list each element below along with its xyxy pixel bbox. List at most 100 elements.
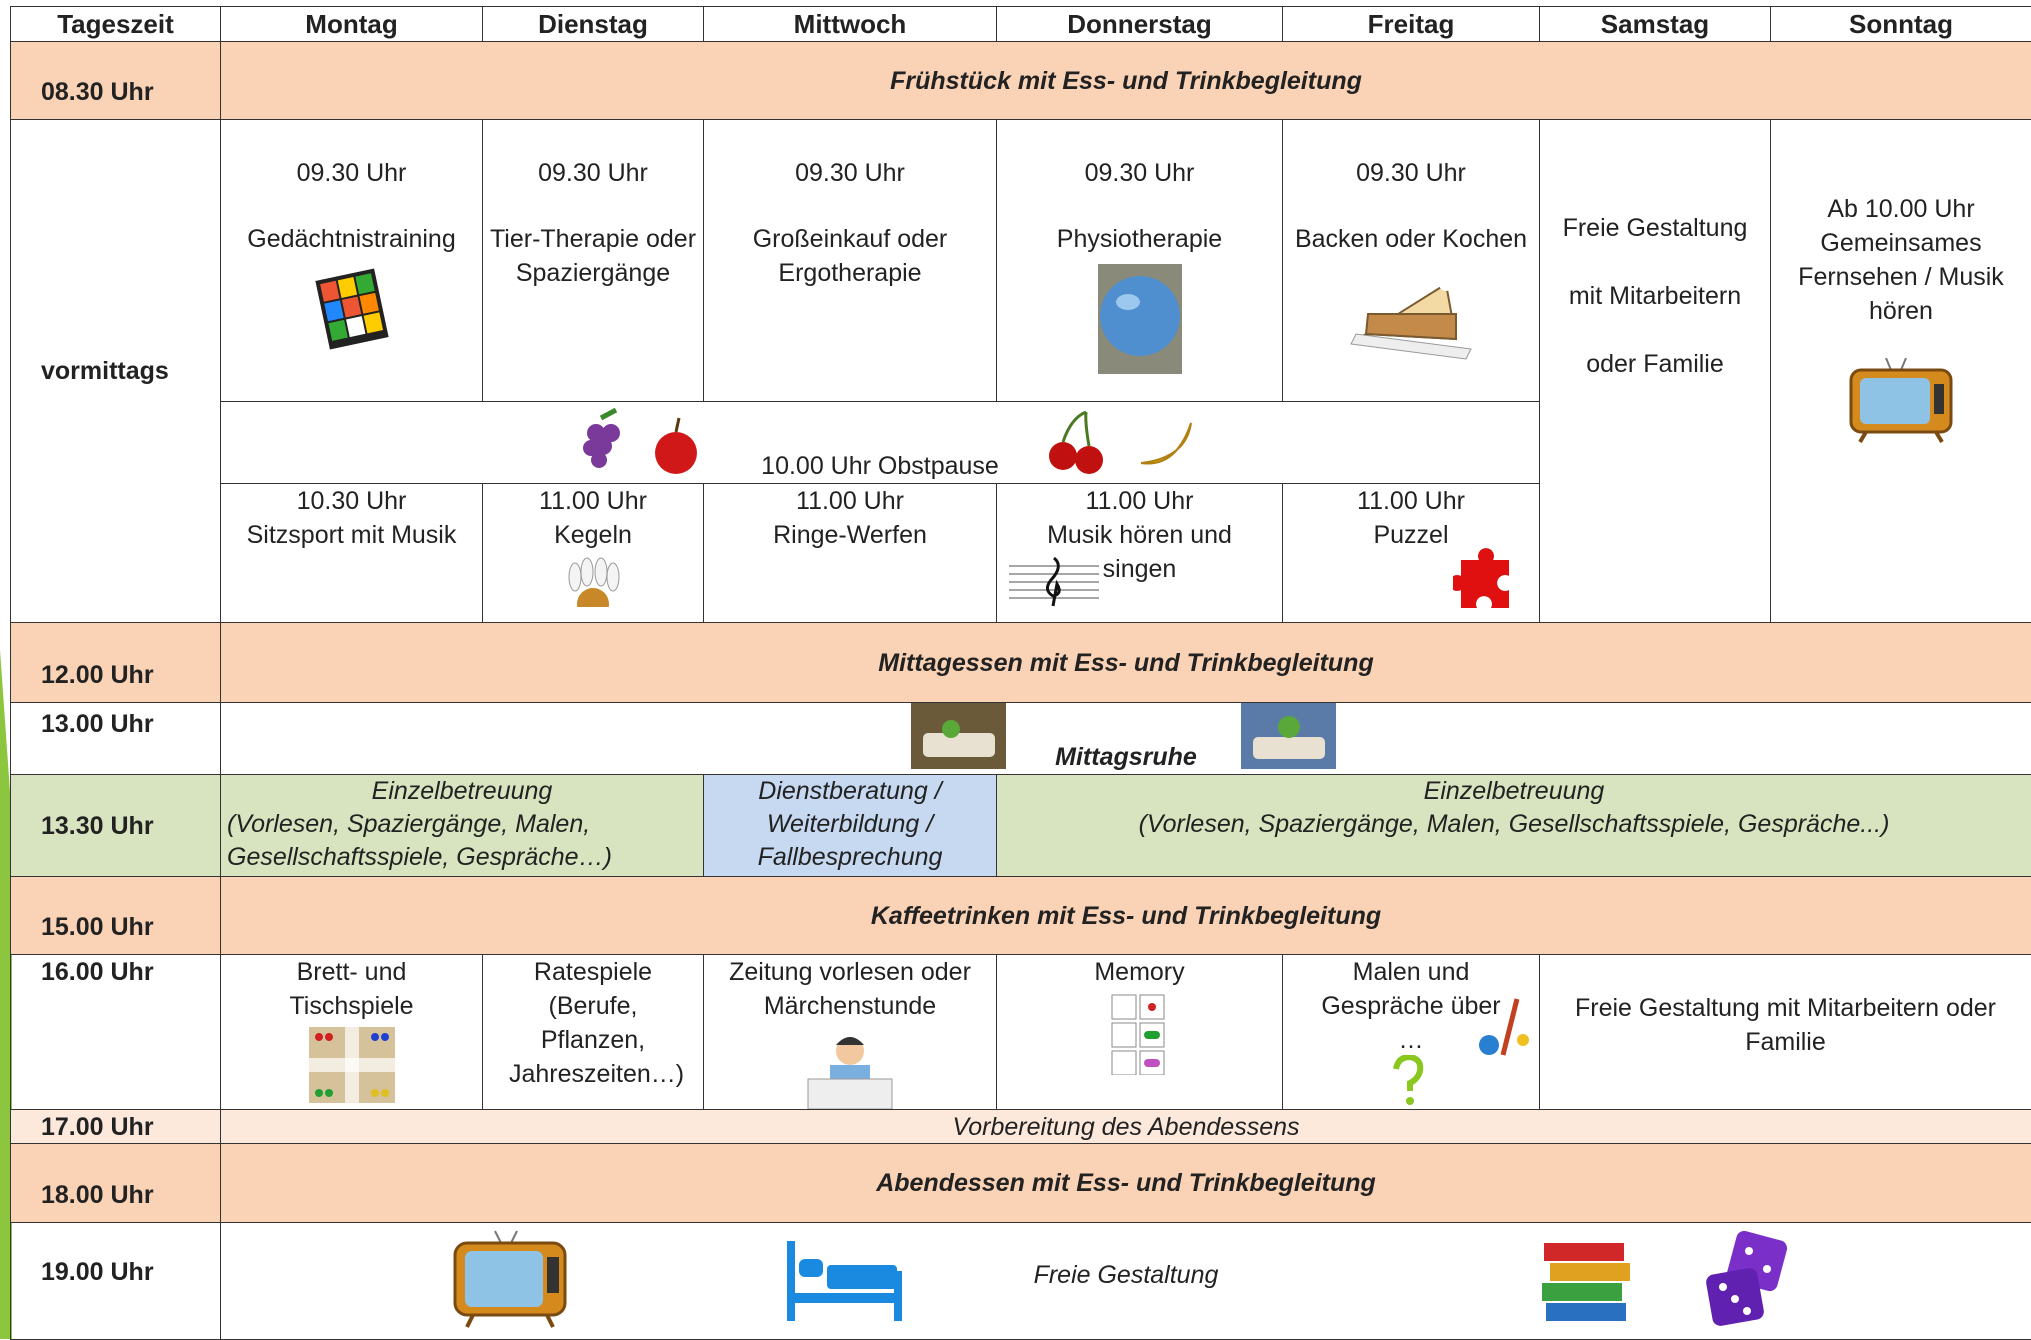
meal: Abendessen mit Ess- und Trinkbegleitung [221,1144,2031,1223]
col-header: Freitag [1283,7,1540,42]
puzzle-icon [1453,542,1523,614]
time: 09.30 Uhr [1003,156,1276,190]
boardgame-icon [309,1027,395,1103]
activity-detail: (Vorlesen, Spaziergänge, Malen, Gesellsc… [1003,808,2025,841]
col-header: Montag [221,7,483,42]
time: 09.30 Uhr [227,156,476,190]
memory-icon [1110,993,1170,1075]
dice-icon [1701,1231,1796,1331]
care-cell: Einzelbetreuung(Vorlesen, Spaziergänge, … [221,775,704,877]
activity: Zeitung vorlesen oder Märchenstunde [710,955,990,1023]
time: 16.00 Uhr [11,955,221,1110]
fruit-break: 10.00 Uhr Obstpause [221,402,1540,484]
activity-detail: (Vorlesen, Spaziergänge, Malen, Gesellsc… [227,808,697,874]
cake-icon [1346,264,1476,364]
time: vormittags [11,120,221,623]
activity: Ringe-Werfen [710,518,990,552]
time: 12.00 Uhr [11,623,221,703]
music-icon [1009,554,1099,609]
time: 19.00 Uhr [11,1223,221,1340]
evening-cell: Freie Gestaltung [221,1223,2031,1340]
activity: Freie Gestaltung [1034,1261,1219,1289]
activity: Vorbereitung des Abendessens [221,1110,2031,1144]
activity: Kegeln [489,518,697,552]
activity: Tier-Therapie oder Spaziergänge [489,222,697,290]
activity: Freie Gestaltung mit Mitarbeitern oder F… [1546,991,2025,1059]
time: 17.00 Uhr [11,1110,221,1144]
activity-cell: Zeitung vorlesen oder Märchenstunde [704,955,997,1110]
meal: Frühstück mit Ess- und Trinkbegleitung [221,42,2031,120]
bowling-icon [553,552,633,607]
activity-cell: Ratespiele (Berufe, Pflanzen, Jahreszeit… [483,955,704,1110]
question-icon [1388,1055,1428,1105]
col-header: Sonntag [1771,7,2031,42]
activity-cell: 09.30 Uhr Gedächtnistraining [221,120,483,402]
bed-icon [787,1241,902,1321]
staff-cell: Dienstberatung / Weiterbildung / Fallbes… [704,775,997,877]
activity: Einzelbetreuung [227,775,697,808]
col-header: Mittwoch [704,7,997,42]
activity-cell: Freie Gestaltung mit Mitarbeitern oder F… [1540,120,1771,623]
tv-icon [1846,358,1956,443]
reader-icon [800,1029,900,1109]
rest-photo [1241,703,1336,769]
activity-cell: Memory [997,955,1283,1110]
time: 09.30 Uhr [489,156,697,190]
header-row: Tageszeit Montag Dienstag Mittwoch Donne… [11,7,2031,42]
activity: Physiotherapie [1003,222,1276,256]
activity: Freie Gestaltung mit Mitarbeitern oder F… [1546,194,1764,398]
activity: Ratespiele (Berufe, Pflanzen, Jahreszeit… [489,955,697,1091]
activity-cell: 09.30 Uhr Physiotherapie [997,120,1283,402]
activity-cell: Freie Gestaltung mit Mitarbeitern oder F… [1540,955,2031,1110]
activity-cell: 09.30 Uhr Tier-Therapie oder Spaziergänge [483,120,704,402]
activity: Ab 10.00 Uhr Gemeinsames Fernsehen / Mus… [1777,192,2025,328]
meal: Kaffeetrinken mit Ess- und Trinkbegleitu… [221,877,2031,955]
fruit-icons [1041,408,1201,478]
time: 11.00 Uhr [710,484,990,518]
weekly-schedule: Tageszeit Montag Dienstag Mittwoch Donne… [10,6,2031,1340]
time: 10.30 Uhr [227,484,476,518]
activity-cell: Ab 10.00 Uhr Gemeinsames Fernsehen / Mus… [1771,120,2031,623]
paint-icon [1473,995,1533,1075]
books-icon [1536,1233,1636,1333]
time: 09.30 Uhr [1289,156,1533,190]
time: 13.00 Uhr [11,703,221,775]
activity: Memory [1003,955,1276,989]
time: 18.00 Uhr [11,1144,221,1223]
rest-photo [911,703,1006,769]
cube-icon [302,264,402,354]
rest-cell: Mittagsruhe [221,703,2031,775]
time: 11.00 Uhr [1289,484,1533,518]
activity: Dienstberatung / Weiterbildung / Fallbes… [710,775,990,874]
activity: Großeinkauf oder Ergotherapie [710,222,990,290]
activity-cell: Malen und Gespräche über … [1283,955,1540,1110]
tv-icon [451,1229,571,1329]
activity: Einzelbetreuung [1003,775,2025,808]
time: 11.00 Uhr [489,484,697,518]
activity: Backen oder Kochen [1289,222,1533,256]
activity: Brett- und Tischspiele [227,955,476,1023]
activity: Sitzsport mit Musik [227,518,476,552]
col-header: Samstag [1540,7,1771,42]
col-header: Tageszeit [11,7,221,42]
meal: Mittagessen mit Ess- und Trinkbegleitung [221,623,2031,703]
care-cell: Einzelbetreuung(Vorlesen, Spaziergänge, … [997,775,2031,877]
activity: 10.00 Uhr Obstpause [227,449,1533,483]
col-header: Donnerstag [997,7,1283,42]
time: 11.00 Uhr [1003,484,1276,518]
time: 08.30 Uhr [11,42,221,120]
fruit-icons [571,408,701,478]
time: 13.30 Uhr [11,775,221,877]
activity: Mittagsruhe [1055,743,1197,771]
activity: Gedächtnistraining [227,222,476,256]
activity-cell: 09.30 Uhr Backen oder Kochen [1283,120,1540,402]
col-header: Dienstag [483,7,704,42]
